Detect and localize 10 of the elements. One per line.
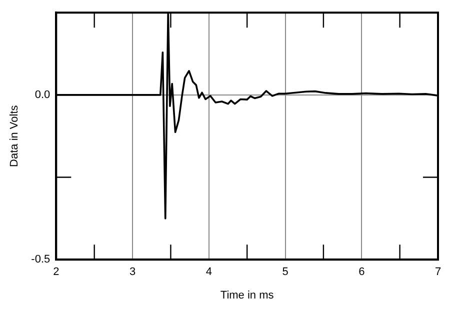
x-tick-label: 4 — [206, 266, 212, 278]
x-tick-label: 3 — [129, 266, 136, 278]
y-tick-label: -0.5 — [31, 254, 50, 266]
x-tick-label: 2 — [53, 266, 60, 278]
x-axis-title: Time in ms — [220, 289, 274, 302]
x-tick-label: 6 — [358, 266, 365, 278]
y-axis-title: Data in Volts — [8, 104, 21, 167]
x-tick-label: 7 — [434, 266, 442, 278]
x-tick-label: 5 — [282, 266, 288, 278]
y-tick-label: 0.0 — [34, 88, 50, 101]
